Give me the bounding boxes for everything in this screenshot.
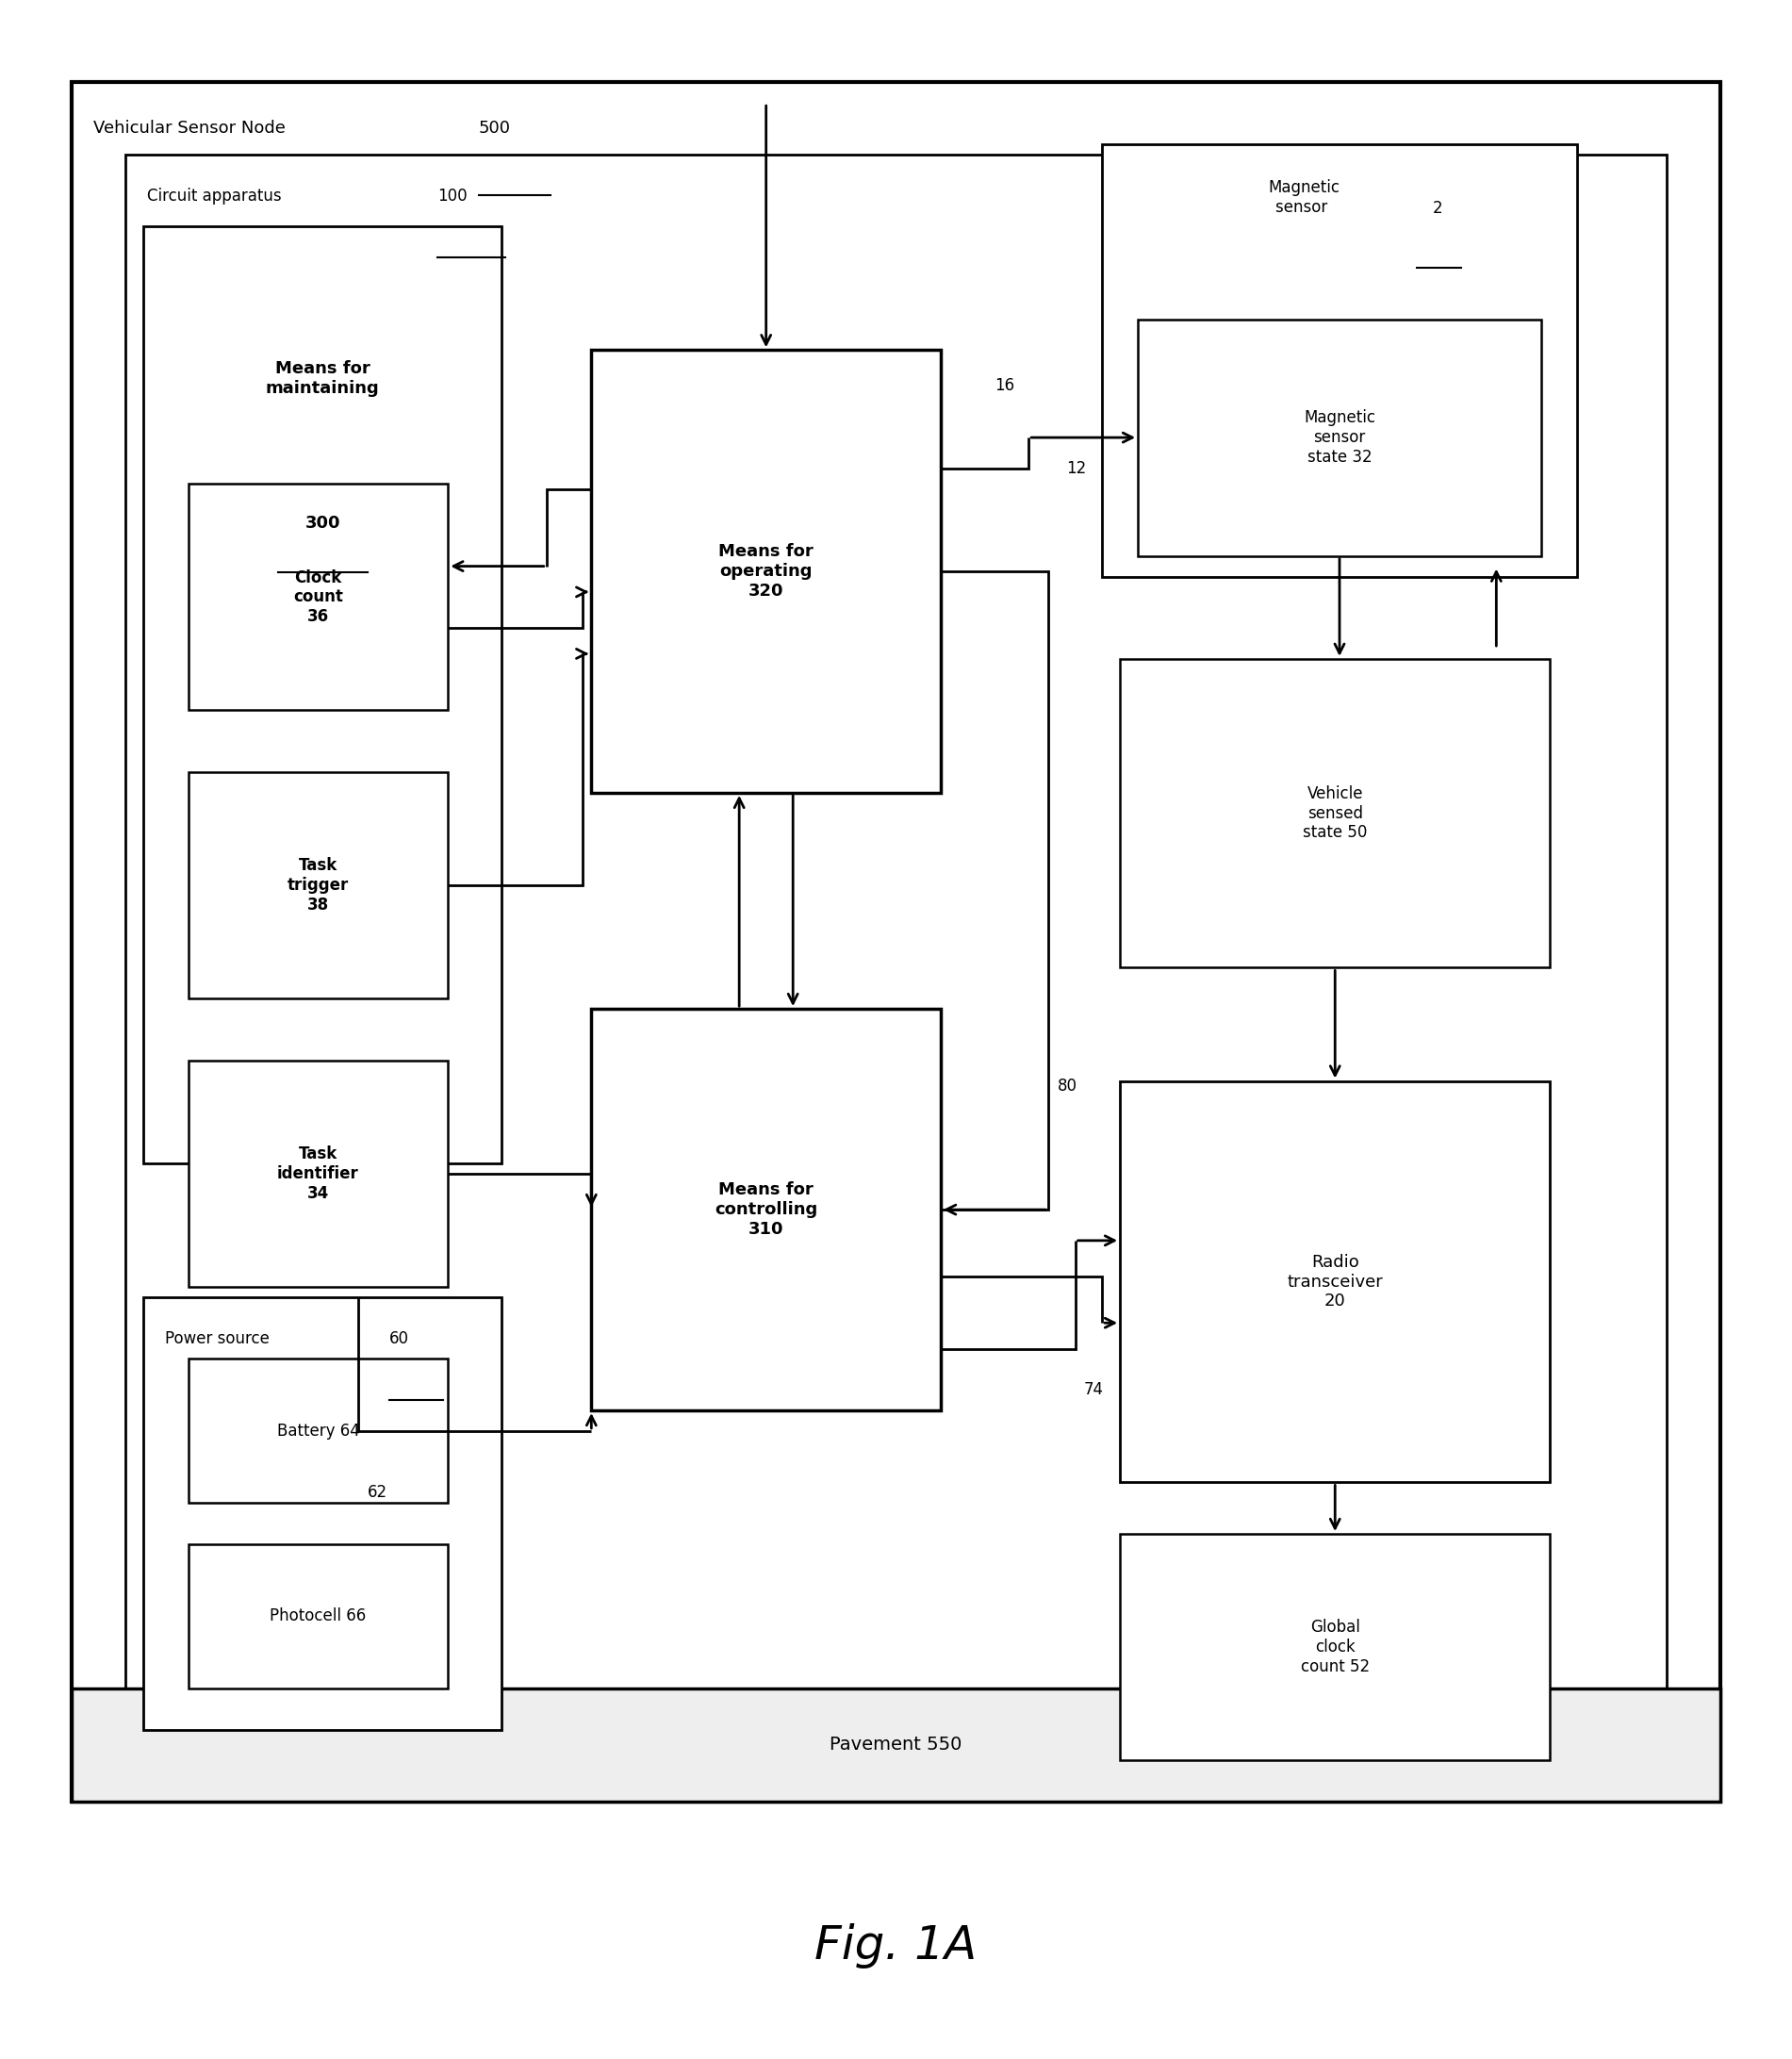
Bar	[143, 226, 502, 1163]
Bar	[143, 1297, 502, 1730]
Text: Task
trigger
38: Task trigger 38	[287, 857, 349, 914]
Bar	[591, 1009, 941, 1410]
Text: Vehicle
sensed
state 50: Vehicle sensed state 50	[1303, 784, 1367, 842]
Text: Vehicular Sensor Node: Vehicular Sensor Node	[93, 119, 290, 136]
Text: Magnetic
sensor: Magnetic sensor	[1269, 179, 1339, 216]
Bar	[188, 1359, 448, 1503]
Bar	[1102, 144, 1577, 577]
Bar	[188, 484, 448, 710]
Text: Means for
operating
320: Means for operating 320	[719, 544, 814, 599]
Bar	[591, 350, 941, 793]
Bar	[72, 82, 1720, 1802]
Bar	[188, 1060, 448, 1287]
Text: Task
identifier
34: Task identifier 34	[278, 1145, 358, 1202]
Text: Fig. 1A: Fig. 1A	[815, 1923, 977, 1968]
Text: 60: 60	[389, 1330, 409, 1347]
Text: Battery 64: Battery 64	[276, 1423, 360, 1439]
Text: Circuit apparatus: Circuit apparatus	[147, 187, 287, 204]
Text: Global
clock
count 52: Global clock count 52	[1301, 1618, 1369, 1676]
Text: Power source: Power source	[165, 1330, 274, 1347]
Text: Pavement 550: Pavement 550	[830, 1736, 962, 1754]
Bar	[188, 1544, 448, 1688]
Bar	[1120, 1534, 1550, 1760]
Bar	[1138, 319, 1541, 556]
Bar	[125, 154, 1667, 1750]
Bar	[72, 1688, 1720, 1802]
Bar	[188, 772, 448, 999]
Text: Photocell 66: Photocell 66	[271, 1608, 366, 1625]
Text: 2: 2	[1434, 200, 1443, 216]
Text: 74: 74	[1084, 1382, 1104, 1398]
Text: Radio
transceiver
20: Radio transceiver 20	[1287, 1254, 1383, 1310]
Bar	[1120, 1081, 1550, 1482]
Text: Means for
maintaining: Means for maintaining	[265, 360, 380, 397]
Text: Magnetic
sensor
state 32: Magnetic sensor state 32	[1305, 410, 1374, 465]
Text: 62: 62	[367, 1485, 387, 1501]
Bar	[1120, 659, 1550, 968]
Text: 80: 80	[1057, 1077, 1077, 1095]
Text: Clock
count
36: Clock count 36	[294, 568, 342, 626]
Text: 12: 12	[1066, 459, 1086, 478]
Text: 100: 100	[437, 187, 468, 204]
Text: 500: 500	[478, 119, 511, 136]
Text: 16: 16	[995, 377, 1014, 395]
Text: 300: 300	[305, 515, 340, 531]
Text: Means for
controlling
310: Means for controlling 310	[715, 1182, 817, 1237]
